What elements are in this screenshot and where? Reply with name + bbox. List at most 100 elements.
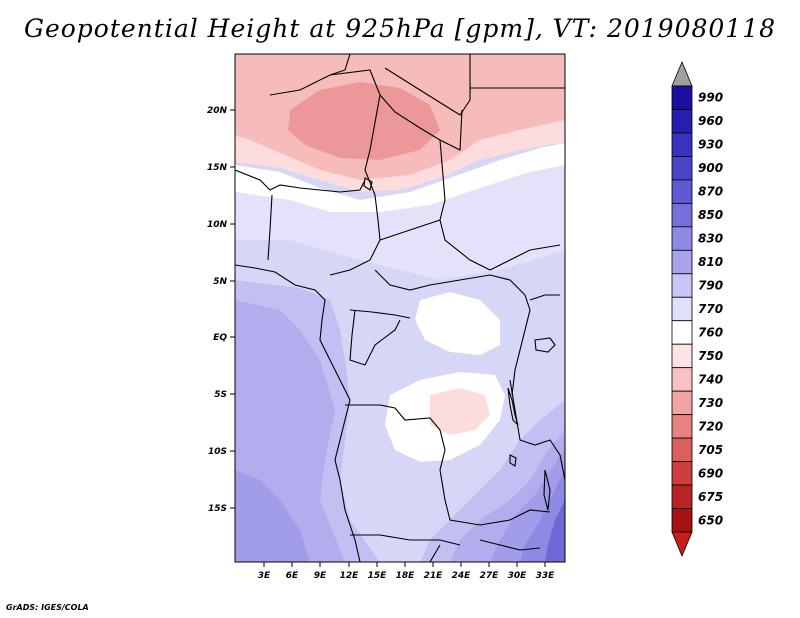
border-angola-south	[350, 534, 461, 546]
y-tick-label: 10S	[208, 447, 227, 457]
border-car	[374, 269, 526, 296]
border-north-2	[329, 69, 463, 151]
x-tick-label: 27E	[480, 571, 500, 581]
lake-chad	[363, 177, 373, 191]
colorbar-label: 960	[698, 114, 723, 128]
colorbar-box	[671, 179, 693, 204]
border-mozambique	[479, 539, 541, 551]
colorbar-box	[671, 508, 693, 533]
lake-tanganyika	[507, 387, 519, 426]
central-white-patch	[415, 292, 500, 355]
x-tick-label: 18E	[396, 571, 416, 581]
x-tick-label: 21E	[424, 571, 444, 581]
colorbar-label: 690	[698, 466, 723, 480]
plot-frame	[234, 53, 566, 563]
border-east-3	[529, 294, 560, 301]
border-north-3	[364, 94, 381, 196]
x-tick-label: 15E	[368, 571, 388, 581]
colorbar-underflow-triangle	[671, 531, 693, 558]
blue-region-se-5	[545, 500, 565, 562]
border-sudan	[489, 244, 561, 271]
colorbar-label: 810	[698, 255, 723, 269]
y-tick-label: 15N	[207, 163, 228, 173]
map-title: Geopotential Height at 925hPa [gpm], VT:…	[23, 14, 777, 43]
x-axis: 3E 6E 9E 12E 15E 18E 21E 24E 27E 30E 33E	[258, 562, 555, 581]
border-southeast	[429, 544, 441, 562]
lake-malawi	[543, 469, 551, 511]
red-region-2	[288, 82, 440, 160]
colorbar-label: 770	[698, 302, 723, 316]
border-sahel-2	[267, 194, 273, 261]
colorbar-box	[671, 343, 693, 369]
colorbar-box	[671, 226, 693, 251]
border-drc-west	[345, 404, 446, 471]
colorbar-label: 675	[698, 490, 723, 504]
colorbar-box	[671, 296, 693, 322]
border-east-1	[509, 379, 565, 481]
colorbar-boxes	[671, 85, 693, 533]
border-sahel-1	[235, 169, 366, 193]
white-band	[235, 143, 565, 212]
border-drc-north	[349, 309, 411, 319]
colorbar-label: 720	[698, 419, 723, 433]
colorbar-box	[671, 367, 693, 392]
x-tick-label: 9E	[314, 571, 327, 581]
colorbar-box	[671, 437, 693, 462]
colorbar-label: 870	[698, 185, 723, 199]
y-axis: 20N 15N 10N 5N EQ 5S 10S 15S	[207, 106, 235, 514]
border-north-4	[384, 54, 471, 116]
colorbar-box	[671, 85, 693, 110]
border-congo	[349, 309, 401, 366]
border-sahel-3	[329, 194, 381, 276]
grads-credit: GrADS: IGES/COLA	[6, 603, 89, 612]
x-tick-label: 3E	[258, 571, 271, 581]
colorbar-box	[671, 132, 693, 157]
colorbar-overflow-triangle	[671, 60, 693, 87]
colorbar-box	[671, 156, 693, 181]
x-tick-label: 6E	[286, 571, 299, 581]
colorbar-label: 990	[698, 91, 723, 105]
coastline-west	[235, 264, 361, 562]
border-chad-1	[439, 139, 491, 271]
colorbar-label: 850	[698, 208, 723, 222]
colorbar-box	[671, 273, 693, 298]
lake-victoria	[534, 337, 556, 353]
y-tick-label: 5S	[214, 390, 227, 400]
colorbar-label: 760	[698, 325, 723, 339]
colorbar-box	[671, 249, 693, 275]
lake-mweru	[509, 454, 517, 467]
colorbar-box	[671, 390, 693, 416]
colorbar-labels: 990 960 930 900 870 850 830 810 790 770 760 750 740 7…	[698, 91, 723, 528]
x-tick-label: 33E	[536, 571, 556, 581]
y-tick-label: 10N	[207, 220, 228, 230]
colorbar-label: 750	[698, 349, 723, 363]
colorbar-box	[671, 461, 693, 486]
height-field	[235, 54, 565, 562]
x-tick-label: 12E	[340, 571, 360, 581]
y-tick-label: 5N	[213, 277, 227, 287]
colorbar-label: 790	[698, 279, 723, 293]
x-tick-label: 30E	[508, 571, 528, 581]
colorbar-box	[671, 202, 693, 228]
colorbar-label: 705	[698, 443, 723, 457]
colorbar: 990 960 930 900 870 850 830 810 790 770 760 750 740 7…	[671, 60, 723, 558]
colorbar-box	[671, 109, 693, 134]
colorbar-label: 650	[698, 513, 723, 527]
colorbar-label: 730	[698, 396, 723, 410]
colorbar-box	[671, 414, 693, 439]
colorbar-label: 930	[698, 138, 723, 152]
border-zambia	[439, 469, 551, 526]
border-east-2	[511, 294, 531, 396]
colorbar-label: 900	[698, 161, 723, 175]
y-tick-label: 15S	[208, 504, 227, 514]
colorbar-label: 740	[698, 372, 723, 386]
border-chad-2	[379, 219, 441, 241]
lavender-band	[235, 160, 565, 280]
colorbar-box	[671, 484, 693, 509]
country-borders	[235, 54, 565, 562]
colorbar-box	[671, 320, 693, 345]
blue-region-sw-3	[235, 470, 310, 562]
x-tick-label: 24E	[452, 571, 472, 581]
y-tick-label: EQ	[213, 333, 227, 343]
